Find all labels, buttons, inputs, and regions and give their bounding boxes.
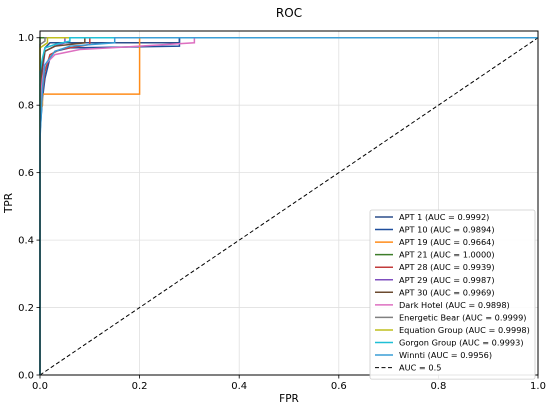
legend-label: Dark Hotel (AUC = 0.9898)	[399, 300, 510, 310]
legend-label: AUC = 0.5	[399, 363, 441, 373]
legend-label: APT 19 (AUC = 0.9664)	[399, 237, 495, 247]
y-tick-label: 0.8	[18, 101, 34, 112]
legend-label: APT 21 (AUC = 1.0000)	[399, 250, 495, 260]
legend: APT 1 (AUC = 0.9992) APT 10 (AUC = 0.9894…	[369, 209, 536, 380]
x-tick-label: 1.0	[530, 381, 546, 392]
x-axis-label: FPR	[279, 393, 299, 405]
legend-label: APT 1 (AUC = 0.9992)	[399, 212, 489, 222]
y-tick-label: 0.6	[18, 168, 34, 179]
legend-label: Gorgon Group (AUC = 0.9993)	[399, 338, 524, 348]
series-line-7	[39, 37, 538, 375]
y-tick-label: 0.2	[18, 303, 34, 314]
legend-label: APT 28 (AUC = 0.9939)	[399, 262, 495, 272]
y-tick-label: 1.0	[18, 33, 34, 44]
series-line-12	[39, 37, 539, 376]
legend-box	[369, 209, 536, 380]
legend-label: Winnti (AUC = 0.9956)	[399, 350, 492, 360]
legend-label: APT 29 (AUC = 0.9987)	[399, 275, 495, 285]
plot-frame	[39, 30, 539, 376]
legend-label: APT 10 (AUC = 0.9894)	[399, 225, 495, 235]
axis-ticks: 0.0 0.2 0.4 0.6 0.8 1.0 0.0 0.2 0.4 0.6 0.8 1.0	[18, 33, 546, 392]
y-axis-label: TPR	[3, 193, 15, 214]
x-tick-label: 0.8	[430, 381, 446, 392]
series-line-11	[39, 37, 538, 375]
legend-label: Equation Group (AUC = 0.9998)	[399, 325, 530, 335]
y-tick-label: 0.0	[18, 371, 34, 382]
legend-label: APT 30 (AUC = 0.9969)	[399, 287, 495, 297]
legend-label: Energetic Bear (AUC = 0.9999)	[399, 312, 527, 322]
x-tick-label: 0.0	[32, 381, 48, 392]
y-tick-label: 0.4	[18, 236, 34, 247]
x-tick-label: 0.2	[132, 381, 148, 392]
chart-title: ROC	[276, 6, 302, 20]
x-tick-label: 0.4	[231, 381, 247, 392]
x-tick-label: 0.6	[331, 381, 347, 392]
